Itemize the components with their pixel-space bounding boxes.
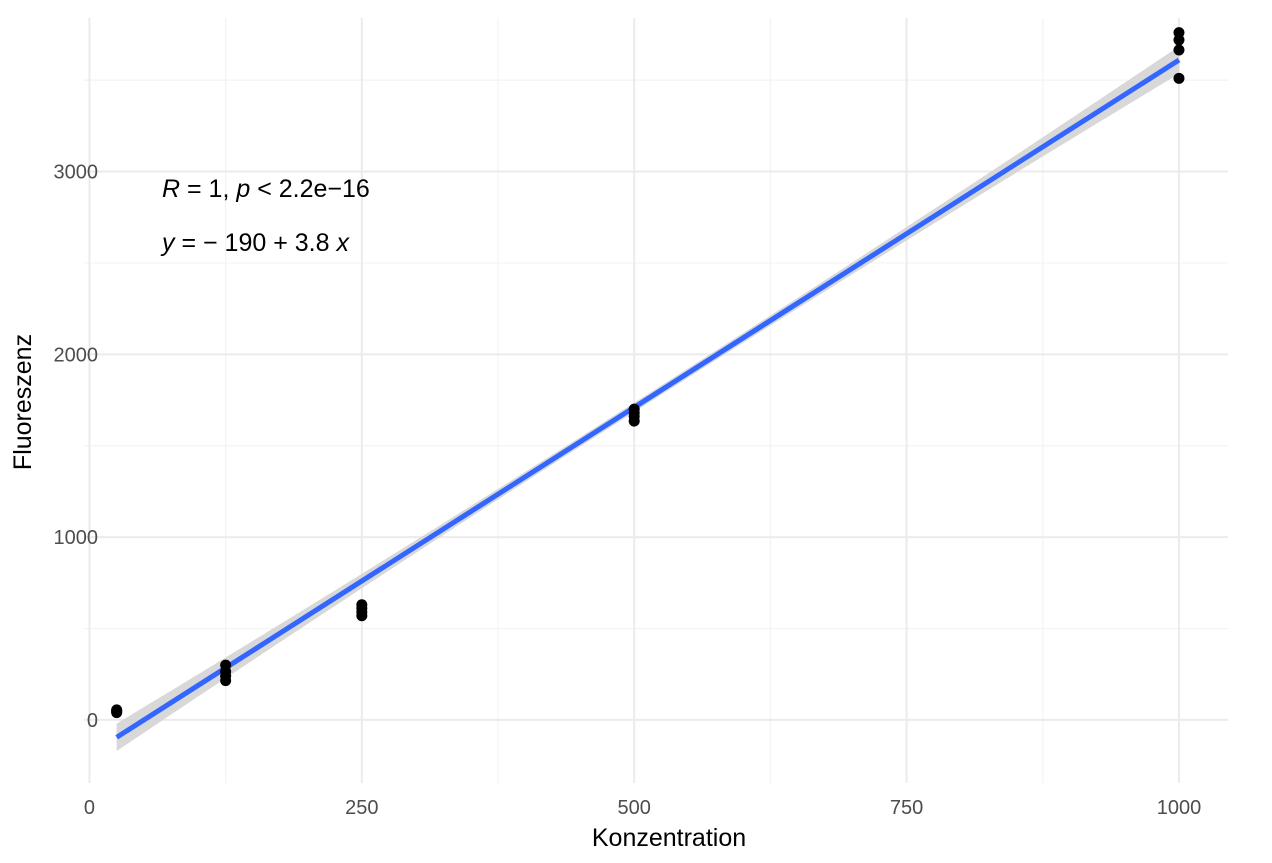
regression-line xyxy=(115,57,1181,740)
data-point xyxy=(628,403,640,415)
data-point xyxy=(220,659,232,671)
y-tick-label: 0 xyxy=(87,710,98,732)
grid-lines xyxy=(84,18,1228,783)
x-tick-labels: 0 250 500 750 1000 xyxy=(84,797,1201,819)
y-tick-label: 1000 xyxy=(54,527,99,549)
data-point xyxy=(1173,44,1185,56)
data-point xyxy=(1173,27,1185,39)
annot-equation: = − 190 + 3.8 xyxy=(175,229,337,257)
x-tick-label: 500 xyxy=(618,797,651,819)
correlation-annotation: R = 1, p < 2.2e−16 xyxy=(162,175,370,203)
x-tick-label: 1000 xyxy=(1157,797,1202,819)
annot-p-symbol: p xyxy=(235,175,250,203)
annot-y-symbol: y xyxy=(160,229,176,257)
x-tick-label: 250 xyxy=(345,797,378,819)
data-points-layer xyxy=(111,27,1185,719)
x-axis-title: Konzentration xyxy=(592,824,746,852)
x-tick-label: 750 xyxy=(890,797,923,819)
regression-line-layer xyxy=(115,57,1181,740)
data-point xyxy=(1173,72,1185,84)
y-tick-label: 3000 xyxy=(54,162,99,184)
annot-r-value: = 1, xyxy=(180,175,236,203)
y-axis-title: Fluoreszenz xyxy=(9,334,37,470)
y-tick-label: 2000 xyxy=(54,344,99,366)
y-tick-labels: 0 1000 2000 3000 xyxy=(54,162,99,732)
regression-equation-annotation: y = − 190 + 3.8 x xyxy=(160,229,350,257)
annot-x-symbol: x xyxy=(335,229,350,257)
data-point xyxy=(356,599,368,611)
annot-r-symbol: R xyxy=(162,175,180,203)
data-point xyxy=(111,704,123,716)
annot-p-value: < 2.2e−16 xyxy=(250,175,370,203)
x-tick-label: 0 xyxy=(84,797,95,819)
